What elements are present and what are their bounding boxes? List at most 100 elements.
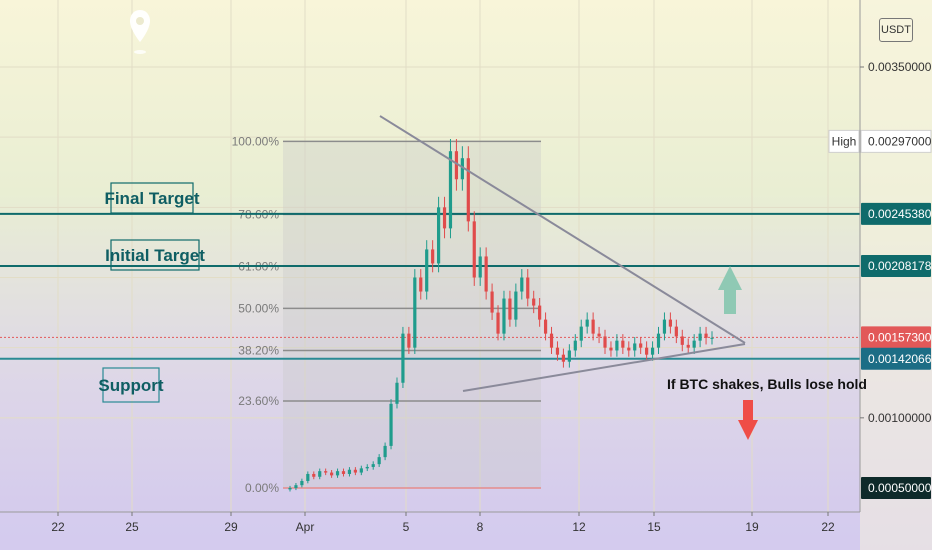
- candle-body: [520, 277, 524, 292]
- candle-body: [633, 343, 637, 351]
- candle-body: [395, 382, 399, 404]
- candle-body: [324, 471, 328, 473]
- location-pin-icon[interactable]: [128, 8, 152, 58]
- candle-body: [567, 350, 571, 362]
- candle-body: [413, 277, 417, 348]
- time-axis-bg: [0, 512, 860, 550]
- candle-body: [436, 207, 441, 264]
- candle-body: [615, 340, 619, 351]
- time-tick-label: 25: [125, 520, 139, 534]
- time-tick-label: 29: [224, 520, 238, 534]
- time-tick-label: 12: [572, 520, 586, 534]
- candle-body: [312, 473, 316, 477]
- candle-body: [401, 333, 405, 383]
- candle-body: [704, 333, 708, 338]
- candle-body: [383, 445, 387, 458]
- candle-body: [389, 403, 393, 446]
- price-tag-box: [861, 347, 931, 370]
- price-tag-box: [861, 477, 931, 499]
- price-tag-box: [861, 202, 931, 225]
- candle-body: [561, 354, 566, 362]
- candle-body: [365, 466, 369, 469]
- candle-body: [609, 347, 613, 351]
- level-label: Support: [98, 376, 163, 395]
- candle-body: [318, 471, 322, 477]
- price-tag-box: [861, 326, 931, 349]
- fib-level-label: 100.00%: [232, 134, 280, 148]
- candle-body: [330, 472, 334, 476]
- candle-body: [627, 347, 631, 351]
- time-tick-label: Apr: [296, 520, 315, 534]
- fib-level-label: 38.20%: [238, 343, 279, 357]
- price-axis[interactable]: 0.00350000 0.00100000 High 0.00297000 0.0024…: [828, 0, 932, 550]
- candle-body: [579, 326, 583, 341]
- candle-body: [639, 343, 643, 348]
- candle-body: [448, 151, 453, 229]
- candle-body: [645, 347, 649, 355]
- candle-body: [496, 312, 500, 334]
- candle-body: [460, 158, 464, 180]
- candle-body: [514, 291, 518, 320]
- candle-body: [597, 333, 601, 337]
- horizontal-levels[interactable]: Final Target Initial Target Support: [0, 182, 860, 403]
- level-label: Initial Target: [105, 246, 205, 265]
- currency-selector[interactable]: USDT: [879, 18, 913, 42]
- candle-body: [407, 333, 411, 348]
- candle-body: [472, 221, 476, 278]
- price-tag-box: [860, 129, 932, 153]
- fibonacci-zone: [283, 141, 541, 489]
- price-tag-label: 0.00297000: [868, 134, 932, 148]
- candle-body: [288, 488, 292, 490]
- candle-body: [549, 333, 554, 348]
- candle-body: [585, 319, 589, 327]
- candle-body: [710, 337, 714, 339]
- chart-grid: [0, 0, 860, 512]
- candle-body: [442, 207, 447, 229]
- time-tick-label: 5: [403, 520, 410, 534]
- candle-body: [341, 471, 346, 474]
- candle-body: [555, 347, 560, 355]
- level-label: Final Target: [104, 189, 199, 208]
- arrow-down-icon: [738, 420, 758, 440]
- candle-body: [650, 347, 655, 355]
- candle-body: [300, 480, 304, 486]
- candle-body: [686, 344, 690, 348]
- candle-body: [294, 485, 298, 488]
- candle-body: [603, 336, 607, 348]
- fib-level-label: 0.00%: [245, 481, 279, 495]
- candle-body: [543, 319, 548, 334]
- price-tag-box: [861, 255, 931, 278]
- fib-level-label: 50.00%: [238, 301, 279, 315]
- candle-body: [538, 305, 542, 320]
- high-label-box: [828, 129, 860, 153]
- annotation-btc-note: If BTC shakes, Bulls lose hold: [667, 376, 867, 392]
- candle-body: [656, 333, 661, 348]
- price-tick-label: 0.00100000: [868, 411, 932, 425]
- candle-body: [353, 469, 357, 473]
- level-label-box: [102, 367, 160, 403]
- candle-body: [502, 298, 506, 334]
- candle-body: [621, 340, 625, 348]
- arrow-up-icon: [718, 266, 742, 290]
- candles: [288, 138, 714, 492]
- candle-body: [431, 249, 435, 264]
- candle-body: [347, 469, 352, 474]
- time-axis[interactable]: 22 25 29 Apr 5 8 12 15 19 22: [0, 511, 860, 550]
- candle-body: [371, 464, 375, 467]
- candle-body: [484, 256, 488, 292]
- level-label-box: [110, 182, 194, 214]
- candle-body: [668, 319, 672, 327]
- candle-body: [335, 471, 340, 476]
- price-tag-label: 0.00157300: [868, 330, 932, 344]
- trend-lines[interactable]: [379, 115, 746, 392]
- candle-body: [692, 340, 696, 348]
- candle-body: [573, 340, 577, 351]
- time-tick-label: 22: [821, 520, 835, 534]
- candle-body: [466, 158, 470, 222]
- arrow-up-icon: [724, 288, 736, 314]
- candle-body: [359, 468, 363, 473]
- price-tag-label: 0.00050000: [868, 481, 932, 495]
- candle-body: [508, 298, 512, 320]
